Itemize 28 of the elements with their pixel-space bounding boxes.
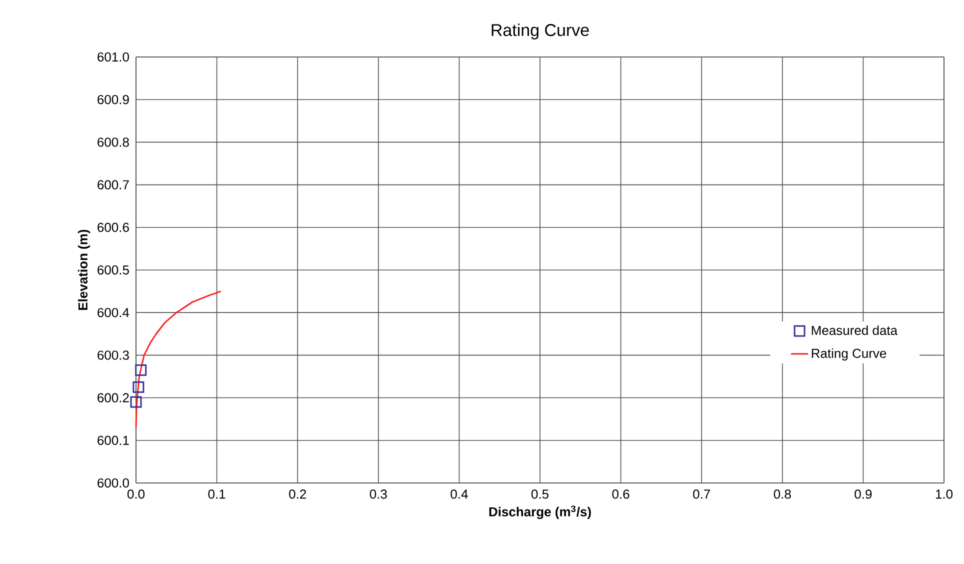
legend-label: Rating Curve <box>812 348 886 361</box>
y-tick-label: 600.7 <box>98 180 129 190</box>
x-tick-label: 1.0 <box>936 490 953 499</box>
x-tick-label: 0.7 <box>693 490 710 499</box>
y-tick-label: 600.4 <box>98 308 130 318</box>
y-tick-label: 600.9 <box>98 94 129 104</box>
chart-title: Rating Curve <box>492 24 589 40</box>
y-tick-label: 600.2 <box>98 393 129 402</box>
x-axis-title: Discharge (m$^{3}$/s) <box>489 506 591 520</box>
x-tick-label: 0.3 <box>370 490 387 499</box>
x-tick-label: 0.2 <box>289 490 306 499</box>
y-tick-label: 600.0 <box>98 478 129 488</box>
y-tick-label: 600.5 <box>98 265 129 275</box>
x-tick-label: 0.9 <box>854 490 872 499</box>
x-tick-label: 0.5 <box>531 490 548 499</box>
y-tick-label: 600.8 <box>98 138 129 147</box>
x-tick-label: 0.4 <box>450 490 468 499</box>
x-tick-label: 0.8 <box>774 490 791 499</box>
y-axis-title: Elevation (m) <box>78 230 90 310</box>
y-tick-label: 600.6 <box>98 222 129 232</box>
x-tick-label: 0.0 <box>127 490 145 499</box>
line-series <box>135 290 222 428</box>
y-tick-label: 600.1 <box>98 436 129 445</box>
y-tick-label: 601.0 <box>98 52 129 62</box>
y-tick-label: 600.3 <box>98 350 129 360</box>
legend-label: Measured data <box>812 325 898 336</box>
x-tick-label: 0.6 <box>612 490 630 499</box>
x-tick-label: 0.1 <box>208 490 226 499</box>
